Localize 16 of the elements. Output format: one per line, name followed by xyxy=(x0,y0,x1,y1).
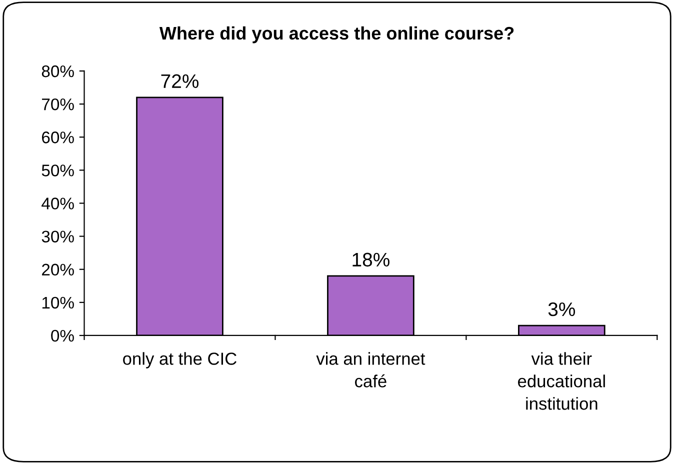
y-tick-label: 60% xyxy=(42,132,74,144)
y-tick-label: 20% xyxy=(42,264,74,276)
y-tick-label: 50% xyxy=(42,164,74,176)
y-tick-label: 30% xyxy=(42,230,74,242)
x-tick-label: only at the CIC xyxy=(123,352,236,368)
x-tick-label: via their educational institution xyxy=(518,352,605,410)
y-tick-label: 70% xyxy=(42,98,74,110)
x-tick-label: via an internet café xyxy=(316,352,426,388)
chart-title: Where did you access the online course? xyxy=(159,26,514,44)
y-tick-label: 0% xyxy=(51,330,74,342)
y-tick-label: 10% xyxy=(42,296,74,309)
data-label: 18% xyxy=(352,252,390,267)
y-tick-label: 40% xyxy=(42,198,74,210)
data-label: 3% xyxy=(548,302,576,316)
y-tick-label: 80% xyxy=(42,65,74,78)
data-label: 72% xyxy=(161,74,198,88)
